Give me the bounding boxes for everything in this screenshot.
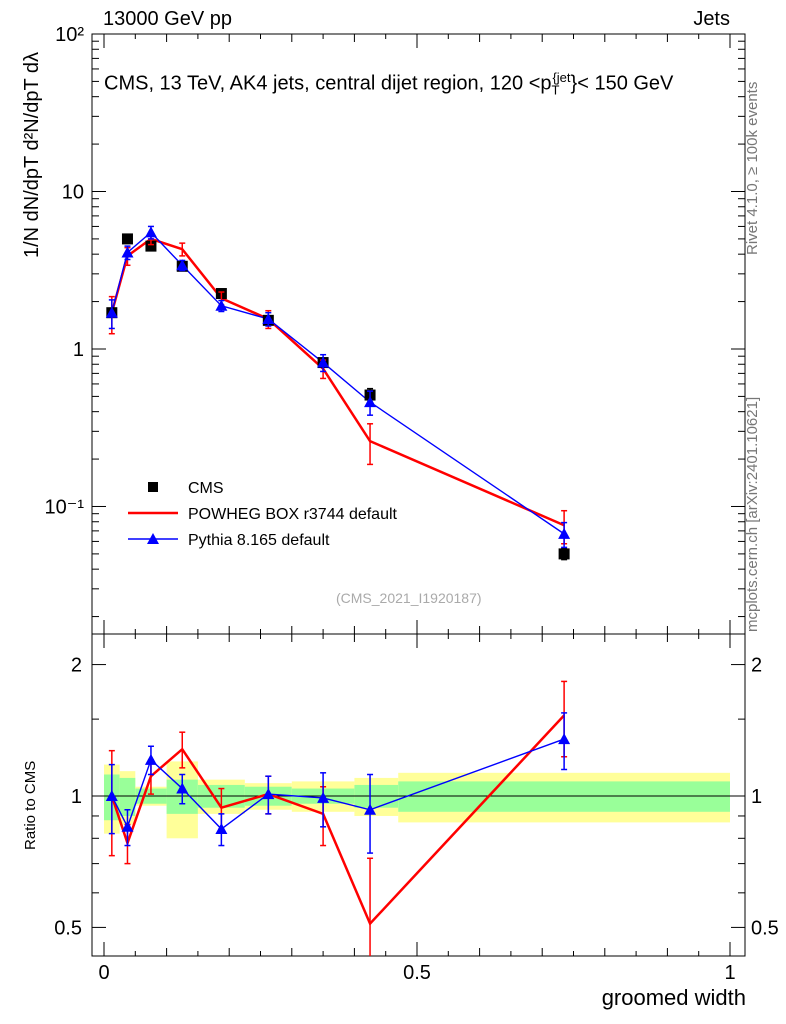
ratio-y-tick-label: 1 <box>71 786 82 808</box>
ratio-point-pythia <box>121 820 134 832</box>
ratio-point-pythia <box>262 788 275 800</box>
ratio-point-pythia <box>317 791 330 803</box>
subtitle-sup: {jet <box>552 70 571 85</box>
data-point-cms <box>145 240 157 252</box>
ratio-point-pythia <box>176 782 189 794</box>
ratio-y-tick-label-right: 1 <box>751 786 762 808</box>
ratio-y-tick-label-right: 0.5 <box>751 917 779 939</box>
data-point-pythia <box>215 299 228 311</box>
ratio-plot-frame <box>91 633 746 957</box>
data-point-pythia <box>144 226 157 238</box>
main-series <box>105 225 571 561</box>
ratio-point-pythia <box>215 823 228 835</box>
ratio-point-pythia <box>558 733 571 745</box>
subtitle-text: CMS, 13 TeV, AK4 jets, central dijet reg… <box>104 72 552 95</box>
y-tick-label: 10⁻¹ <box>45 496 85 518</box>
ratio-band-inner <box>119 777 136 816</box>
ratio-band-inner <box>398 781 730 812</box>
category-label: Jets <box>693 8 730 30</box>
subtitle-sub: T <box>551 82 560 98</box>
data-point-cms <box>558 548 570 560</box>
y-tick-label: 10² <box>55 24 84 46</box>
ratio-frame-box <box>91 633 746 957</box>
ratio-ylabel: Ratio to CMS <box>22 760 39 850</box>
x-axis-label: groomed width <box>601 985 746 1010</box>
data-point-pythia <box>121 246 134 258</box>
main-ylabel: 1/N dN/dpT d²N/dpT dλ <box>21 52 43 258</box>
legend-label: Pythia 8.165 default <box>188 532 330 549</box>
rivet-label: Rivet 4.1.0, ≥ 100k events <box>744 81 761 255</box>
ratio-point-pythia <box>144 753 157 765</box>
data-point-pythia <box>364 396 377 408</box>
main-ylabel-text: 1/N dN/dpT d²N/dpT dλ <box>21 52 43 258</box>
ratio-y-tick-label: 0.5 <box>54 917 82 939</box>
legend-marker-pythia <box>147 533 159 544</box>
data-point-pythia <box>176 259 189 271</box>
tick-labels: 0 0.5 1 10⁻¹ 1 10 10² 0.5 0.5 1 1 2 2 <box>45 24 779 984</box>
legend-label: CMS <box>188 480 224 497</box>
data-point-cms <box>121 233 133 245</box>
main-plot-frame <box>91 33 746 956</box>
analysis-tag: (CMS_2021_I1920187) <box>336 590 482 606</box>
ratio-point-pythia <box>105 789 118 801</box>
x-tick-label: 1 <box>724 962 735 984</box>
energy-label: 13000 GeV pp <box>103 8 232 30</box>
x-tick-label: 0 <box>98 962 109 984</box>
series-line-2 <box>111 231 565 535</box>
ratio-y-tick-label: 2 <box>71 655 82 677</box>
mcplots-label: mcplots.cern.ch [arXiv:2401.10621] <box>744 396 761 632</box>
data-point-pythia <box>317 356 330 368</box>
data-point-pythia <box>262 313 275 325</box>
y-tick-label: 10 <box>62 181 84 203</box>
y-tick-label: 1 <box>73 339 84 361</box>
ratio-point-pythia <box>364 803 377 815</box>
ratio-y-tick-label-right: 2 <box>751 655 762 677</box>
data-point-pythia <box>105 306 118 318</box>
data-point-pythia <box>558 527 571 539</box>
legend-marker-cms <box>148 482 158 492</box>
legend: CMS POWHEG BOX r3744 default Pythia 8.165 … <box>128 480 398 549</box>
legend-label: POWHEG BOX r3744 default <box>188 506 398 523</box>
plot-subtitle: CMS, 13 TeV, AK4 jets, central dijet reg… <box>104 70 673 98</box>
series-line-1 <box>110 237 565 527</box>
x-tick-label: 0.5 <box>403 962 431 984</box>
ratio-series <box>105 680 571 956</box>
subtitle-end: }< 150 GeV <box>570 72 674 95</box>
